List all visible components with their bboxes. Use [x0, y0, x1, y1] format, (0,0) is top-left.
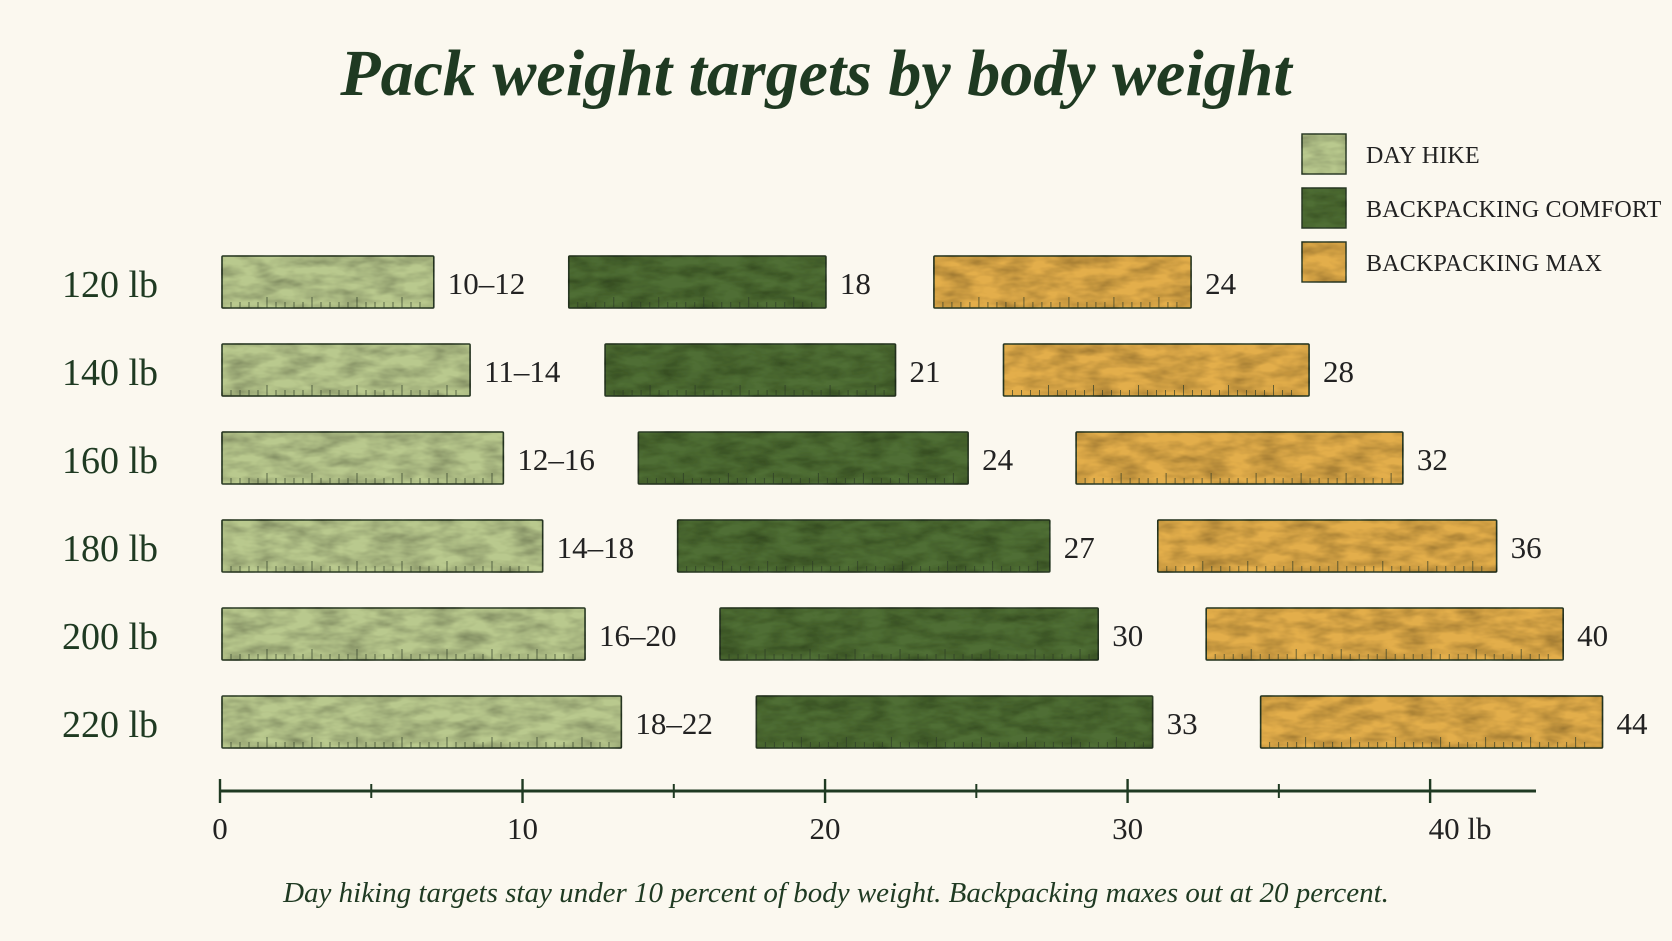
- bar-ruler-ticks: [1084, 473, 1392, 484]
- x-tick-label: 20: [810, 811, 841, 846]
- bar-backpacking-comfort: [755, 695, 1154, 749]
- bar-backpacking-comfort: [719, 607, 1099, 661]
- bar-backpacking-comfort: [604, 343, 897, 397]
- chart-title: Pack weight targets by body weight: [339, 37, 1293, 110]
- bar-day-hike: [221, 695, 623, 749]
- bar-backpacking-comfort: [676, 519, 1051, 573]
- legend-swatch: [1301, 187, 1347, 229]
- data-label: 24: [1205, 266, 1237, 301]
- legend-item: DAY HIKE: [1301, 133, 1480, 175]
- x-tick-label: 10: [507, 811, 538, 846]
- data-label: 18: [840, 266, 871, 301]
- bar-ruler-ticks: [728, 649, 1090, 660]
- category-label: 220 lb: [62, 704, 158, 746]
- bar-ruler-ticks: [1012, 385, 1292, 396]
- data-label: 14–18: [557, 530, 635, 565]
- chart-row: 180 lb 14–18 27 36: [62, 519, 1542, 573]
- x-tick-label: 0: [212, 811, 228, 846]
- bar-ruler-ticks: [646, 473, 954, 484]
- bar-day-hike: [221, 431, 505, 485]
- chart-row: 120 lb 10–12 18 24: [62, 255, 1237, 309]
- chart-caption: Day hiking targets stay under 10 percent…: [282, 877, 1389, 909]
- data-label: 12–16: [517, 442, 595, 477]
- bar-ruler-ticks: [613, 385, 885, 396]
- x-axis: 0 10 20 30 40 lb: [212, 779, 1536, 846]
- legend: DAY HIKE BACKPACKING COMFORT BACKPACKING M…: [1301, 133, 1662, 283]
- data-label: 32: [1417, 442, 1448, 477]
- bar-day-hike: [221, 519, 544, 573]
- chart-row: 140 lb 11–14 21 28: [62, 343, 1354, 397]
- bar-day-hike: [221, 607, 586, 661]
- bar-ruler-ticks: [230, 737, 610, 748]
- data-label: 28: [1323, 354, 1354, 389]
- legend-swatch: [1301, 241, 1347, 283]
- data-label: 24: [982, 442, 1014, 477]
- x-tick-label: 30: [1112, 811, 1143, 846]
- legend-item: BACKPACKING MAX: [1301, 241, 1602, 283]
- bar-backpacking-max: [1156, 519, 1498, 573]
- bar-ruler-ticks: [942, 297, 1178, 308]
- bar-day-hike: [221, 343, 471, 397]
- category-label: 160 lb: [62, 440, 158, 482]
- data-label: 11–14: [484, 354, 561, 389]
- legend-label: BACKPACKING MAX: [1366, 251, 1602, 277]
- data-label: 21: [910, 354, 941, 389]
- legend-label: DAY HIKE: [1366, 143, 1480, 169]
- bar-ruler-ticks: [686, 561, 1039, 572]
- x-tick-label: 40 lb: [1429, 811, 1492, 846]
- chart-rows: 120 lb 10–12 18 24 140 lb 11–14 21 28 160 lb 12–1…: [62, 255, 1649, 749]
- category-label: 140 lb: [62, 352, 158, 394]
- category-label: 200 lb: [62, 616, 158, 658]
- chart-row: 160 lb 12–16 24 32: [62, 431, 1448, 485]
- bar-day-hike: [221, 255, 435, 309]
- category-label: 180 lb: [62, 528, 158, 570]
- data-label: 18–22: [635, 706, 713, 741]
- bar-ruler-ticks: [1166, 561, 1483, 572]
- chart-row: 200 lb 16–20 30 40: [62, 607, 1608, 661]
- data-label: 36: [1511, 530, 1542, 565]
- bar-backpacking-max: [933, 255, 1192, 309]
- bar-backpacking-max: [1002, 343, 1310, 397]
- bar-backpacking-max: [1205, 607, 1564, 661]
- data-label: 10–12: [448, 266, 526, 301]
- bar-backpacking-max: [1075, 431, 1404, 485]
- bar-ruler-ticks: [230, 473, 493, 484]
- bar-ruler-ticks: [230, 561, 529, 572]
- data-label: 16–20: [599, 618, 677, 653]
- bar-ruler-ticks: [1214, 649, 1549, 660]
- data-label: 33: [1167, 706, 1198, 741]
- data-label: 40: [1577, 618, 1608, 653]
- bar-ruler-ticks: [1269, 737, 1586, 748]
- bar-backpacking-comfort: [567, 255, 827, 309]
- bar-ruler-ticks: [230, 297, 421, 308]
- bar-ruler-ticks: [764, 737, 1144, 748]
- legend-item: BACKPACKING COMFORT: [1301, 187, 1662, 229]
- bar-ruler-ticks: [230, 649, 574, 660]
- data-label: 44: [1617, 706, 1649, 741]
- bar-ruler-ticks: [230, 385, 457, 396]
- bar-backpacking-comfort: [637, 431, 969, 485]
- data-label: 30: [1112, 618, 1143, 653]
- category-label: 120 lb: [62, 264, 158, 306]
- bar-backpacking-max: [1259, 695, 1604, 749]
- legend-label: BACKPACKING COMFORT: [1366, 197, 1662, 223]
- chart-row: 220 lb 18–22 33 44: [62, 695, 1649, 749]
- data-label: 27: [1064, 530, 1095, 565]
- legend-swatch: [1301, 133, 1347, 175]
- bar-ruler-ticks: [577, 297, 813, 308]
